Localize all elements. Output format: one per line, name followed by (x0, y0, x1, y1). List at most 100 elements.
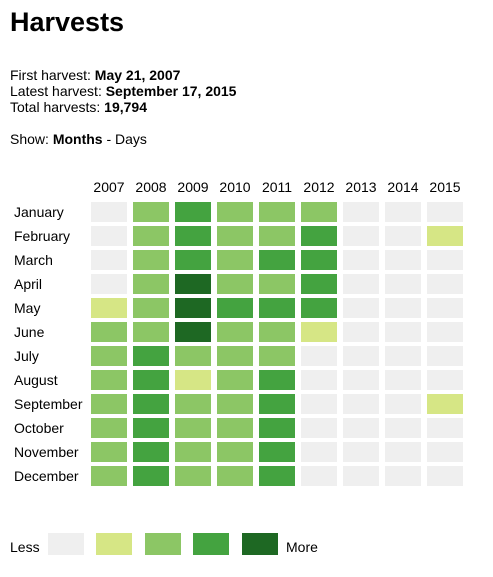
heatmap-cell[interactable] (301, 274, 337, 294)
heatmap-cell[interactable] (343, 370, 379, 390)
heatmap-cell[interactable] (133, 346, 169, 366)
heatmap-cell[interactable] (175, 442, 211, 462)
heatmap-cell[interactable] (343, 274, 379, 294)
heatmap-cell[interactable] (133, 370, 169, 390)
heatmap-cell[interactable] (217, 202, 253, 222)
heatmap-cell[interactable] (301, 322, 337, 342)
heatmap-cell[interactable] (133, 442, 169, 462)
heatmap-cell[interactable] (259, 418, 295, 438)
heatmap-cell[interactable] (175, 274, 211, 294)
heatmap-cell[interactable] (91, 322, 127, 342)
heatmap-cell[interactable] (301, 202, 337, 222)
heatmap-cell[interactable] (343, 418, 379, 438)
heatmap-cell[interactable] (217, 418, 253, 438)
heatmap-cell[interactable] (385, 418, 421, 438)
heatmap-cell[interactable] (217, 226, 253, 246)
heatmap-cell[interactable] (91, 418, 127, 438)
heatmap-cell[interactable] (385, 202, 421, 222)
heatmap-cell[interactable] (175, 250, 211, 270)
heatmap-cell[interactable] (385, 394, 421, 414)
heatmap-cell[interactable] (343, 298, 379, 318)
heatmap-cell[interactable] (427, 202, 463, 222)
heatmap-cell[interactable] (385, 250, 421, 270)
heatmap-cell[interactable] (91, 394, 127, 414)
heatmap-cell[interactable] (259, 442, 295, 462)
heatmap-cell[interactable] (343, 442, 379, 462)
heatmap-cell[interactable] (217, 298, 253, 318)
heatmap-cell[interactable] (427, 226, 463, 246)
heatmap-cell[interactable] (91, 250, 127, 270)
heatmap-cell[interactable] (259, 202, 295, 222)
heatmap-cell[interactable] (427, 370, 463, 390)
heatmap-cell[interactable] (91, 202, 127, 222)
heatmap-cell[interactable] (175, 466, 211, 486)
heatmap-cell[interactable] (133, 394, 169, 414)
heatmap-cell[interactable] (385, 322, 421, 342)
heatmap-cell[interactable] (427, 298, 463, 318)
days-toggle[interactable]: Days (115, 131, 147, 147)
heatmap-cell[interactable] (301, 250, 337, 270)
heatmap-cell[interactable] (259, 250, 295, 270)
heatmap-cell[interactable] (301, 466, 337, 486)
heatmap-cell[interactable] (175, 322, 211, 342)
heatmap-cell[interactable] (343, 466, 379, 486)
heatmap-cell[interactable] (91, 346, 127, 366)
heatmap-cell[interactable] (217, 322, 253, 342)
heatmap-cell[interactable] (175, 226, 211, 246)
heatmap-cell[interactable] (427, 418, 463, 438)
heatmap-cell[interactable] (301, 226, 337, 246)
heatmap-cell[interactable] (301, 298, 337, 318)
heatmap-cell[interactable] (343, 226, 379, 246)
heatmap-cell[interactable] (133, 250, 169, 270)
heatmap-cell[interactable] (301, 394, 337, 414)
heatmap-cell[interactable] (343, 394, 379, 414)
heatmap-cell[interactable] (259, 346, 295, 366)
heatmap-cell[interactable] (175, 418, 211, 438)
heatmap-cell[interactable] (343, 346, 379, 366)
heatmap-cell[interactable] (133, 322, 169, 342)
heatmap-cell[interactable] (385, 226, 421, 246)
heatmap-cell[interactable] (91, 442, 127, 462)
heatmap-cell[interactable] (91, 466, 127, 486)
heatmap-cell[interactable] (385, 346, 421, 366)
heatmap-cell[interactable] (217, 274, 253, 294)
heatmap-cell[interactable] (343, 202, 379, 222)
heatmap-cell[interactable] (427, 394, 463, 414)
heatmap-cell[interactable] (217, 442, 253, 462)
heatmap-cell[interactable] (385, 370, 421, 390)
heatmap-cell[interactable] (133, 466, 169, 486)
heatmap-cell[interactable] (217, 394, 253, 414)
heatmap-cell[interactable] (427, 274, 463, 294)
heatmap-cell[interactable] (259, 274, 295, 294)
heatmap-cell[interactable] (343, 250, 379, 270)
heatmap-cell[interactable] (91, 274, 127, 294)
heatmap-cell[interactable] (133, 418, 169, 438)
heatmap-cell[interactable] (259, 370, 295, 390)
heatmap-cell[interactable] (217, 346, 253, 366)
heatmap-cell[interactable] (385, 442, 421, 462)
heatmap-cell[interactable] (259, 226, 295, 246)
heatmap-cell[interactable] (385, 274, 421, 294)
heatmap-cell[interactable] (259, 466, 295, 486)
heatmap-cell[interactable] (133, 298, 169, 318)
heatmap-cell[interactable] (217, 250, 253, 270)
months-toggle[interactable]: Months (52, 131, 103, 147)
heatmap-cell[interactable] (91, 298, 127, 318)
heatmap-cell[interactable] (427, 322, 463, 342)
heatmap-cell[interactable] (259, 322, 295, 342)
heatmap-cell[interactable] (133, 274, 169, 294)
heatmap-cell[interactable] (217, 466, 253, 486)
heatmap-cell[interactable] (175, 370, 211, 390)
heatmap-cell[interactable] (385, 466, 421, 486)
heatmap-cell[interactable] (427, 466, 463, 486)
heatmap-cell[interactable] (259, 298, 295, 318)
heatmap-cell[interactable] (301, 442, 337, 462)
heatmap-cell[interactable] (427, 250, 463, 270)
heatmap-cell[interactable] (133, 202, 169, 222)
heatmap-cell[interactable] (175, 394, 211, 414)
heatmap-cell[interactable] (175, 202, 211, 222)
heatmap-cell[interactable] (91, 370, 127, 390)
heatmap-cell[interactable] (301, 346, 337, 366)
heatmap-cell[interactable] (175, 298, 211, 318)
heatmap-cell[interactable] (385, 298, 421, 318)
